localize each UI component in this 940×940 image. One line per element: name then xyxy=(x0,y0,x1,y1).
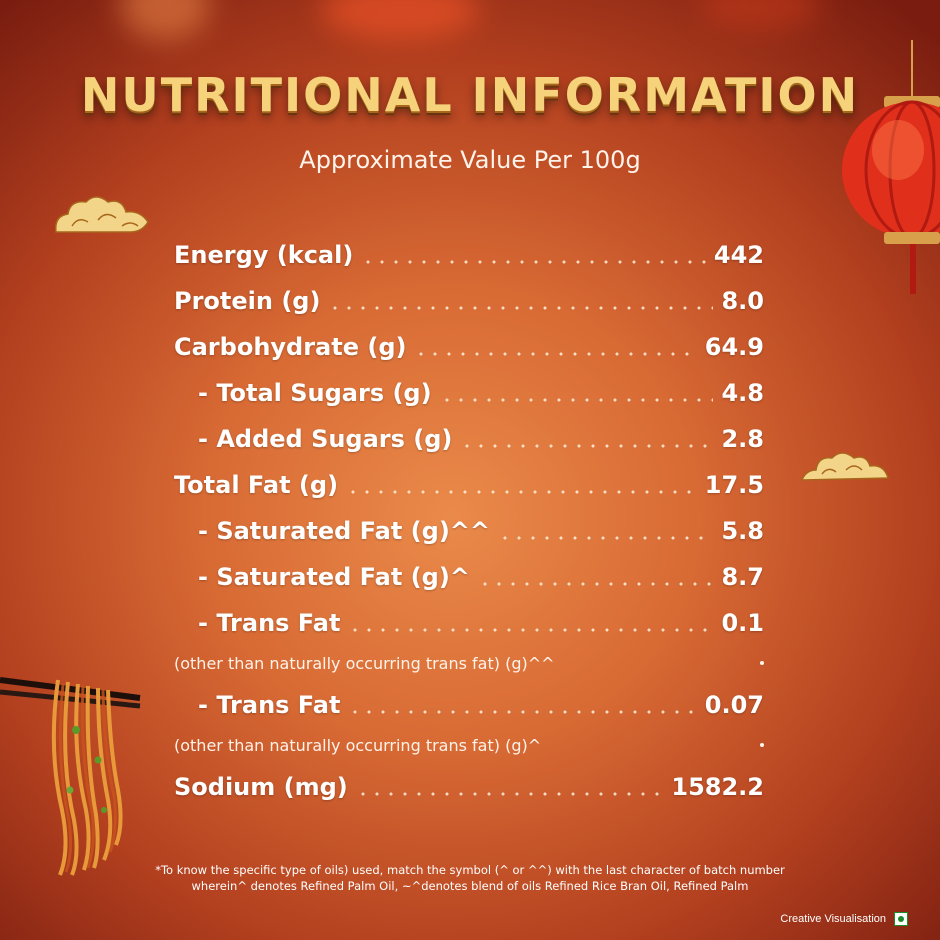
nutrition-row-trans-fat-2: - Trans Fat 0.07 xyxy=(174,685,764,725)
row-label: Sodium (mg) xyxy=(174,773,348,801)
row-value: 8.0 xyxy=(721,287,764,315)
nutrition-row-saturated-fat-2: - Saturated Fat (g)^ 8.7 xyxy=(174,557,764,597)
dot-leader xyxy=(355,792,664,796)
dot-leader xyxy=(348,628,714,632)
dot-leader xyxy=(361,260,706,264)
row-label: - Saturated Fat (g)^^ xyxy=(198,517,491,545)
trans-fat-note: (other than naturally occurring trans fa… xyxy=(174,651,764,675)
row-value: 8.7 xyxy=(721,563,764,591)
bokeh-light xyxy=(320,0,480,40)
row-value: 17.5 xyxy=(704,471,764,499)
creative-visualisation-badge: Creative Visualisation xyxy=(780,912,908,926)
note-dot xyxy=(760,661,764,665)
nutrition-row-energy: Energy (kcal) 442 xyxy=(174,235,764,275)
row-value: 0.07 xyxy=(704,691,764,719)
row-value: 5.8 xyxy=(721,517,764,545)
nutrition-row-sodium: Sodium (mg) 1582.2 xyxy=(174,767,764,807)
row-value: 1582.2 xyxy=(671,773,764,801)
nutrition-row-protein: Protein (g) 8.0 xyxy=(174,281,764,321)
footnote: *To know the specific type of oils) used… xyxy=(100,862,840,894)
dot-leader xyxy=(346,490,697,494)
cloud-icon xyxy=(800,452,889,481)
row-label: - Trans Fat xyxy=(198,609,341,637)
row-label: Carbohydrate (g) xyxy=(174,333,407,361)
nutrition-row-carbohydrate: Carbohydrate (g) 64.9 xyxy=(174,327,764,367)
bokeh-light xyxy=(120,0,210,40)
trans-fat-note: (other than naturally occurring trans fa… xyxy=(174,733,764,757)
page-subtitle: Approximate Value Per 100g xyxy=(299,146,641,174)
row-value: 442 xyxy=(713,241,764,269)
dot-leader xyxy=(414,352,697,356)
dot-leader xyxy=(498,536,714,540)
footnote-line-2: wherein^ denotes Refined Palm Oil, ~^den… xyxy=(191,879,749,893)
dot-leader xyxy=(439,398,714,402)
dot-leader xyxy=(460,444,714,448)
note-dot xyxy=(760,743,764,747)
nutrition-row-added-sugars: - Added Sugars (g) 2.8 xyxy=(174,419,764,459)
nutrition-row-total-sugars: - Total Sugars (g) 4.8 xyxy=(174,373,764,413)
bokeh-light xyxy=(700,0,820,30)
nutrition-row-saturated-fat-1: - Saturated Fat (g)^^ 5.8 xyxy=(174,511,764,551)
page-title: NUTRITIONAL INFORMATION xyxy=(80,68,860,122)
row-label: Total Fat (g) xyxy=(174,471,339,499)
row-label: Energy (kcal) xyxy=(174,241,354,269)
cloud-icon xyxy=(55,196,149,233)
dot-leader xyxy=(348,710,697,714)
nutrition-row-total-fat: Total Fat (g) 17.5 xyxy=(174,465,764,505)
dot-leader xyxy=(477,582,714,586)
row-value: 64.9 xyxy=(704,333,764,361)
row-label: - Added Sugars (g) xyxy=(198,425,453,453)
row-label: - Trans Fat xyxy=(198,691,341,719)
note-text: (other than naturally occurring trans fa… xyxy=(174,653,555,673)
lantern-icon xyxy=(842,40,940,294)
row-label: Protein (g) xyxy=(174,287,321,315)
row-label: - Saturated Fat (g)^ xyxy=(198,563,470,591)
note-text: (other than naturally occurring trans fa… xyxy=(174,735,542,755)
row-label: - Total Sugars (g) xyxy=(198,379,432,407)
row-value: 2.8 xyxy=(721,425,764,453)
noodles-chopsticks-icon xyxy=(0,677,141,876)
badge-text: Creative Visualisation xyxy=(780,913,886,925)
dot-leader xyxy=(328,306,714,310)
row-value: 4.8 xyxy=(721,379,764,407)
row-value: 0.1 xyxy=(721,609,764,637)
footnote-line-1: *To know the specific type of oils) used… xyxy=(155,863,785,877)
veg-mark-icon xyxy=(894,912,908,926)
nutrition-row-trans-fat-1: - Trans Fat 0.1 xyxy=(174,603,764,643)
